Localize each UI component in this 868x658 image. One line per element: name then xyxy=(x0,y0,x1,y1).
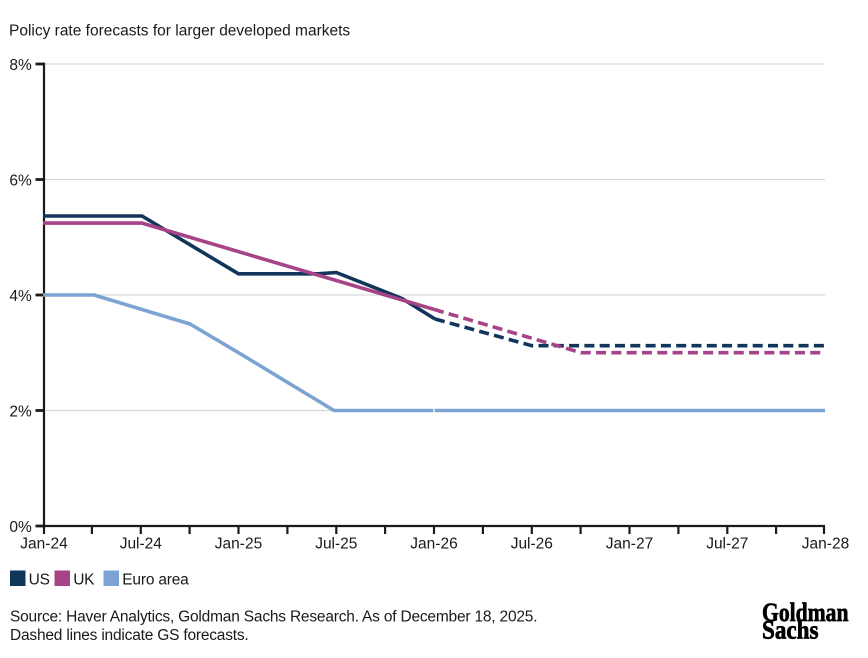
svg-text:Sachs: Sachs xyxy=(762,616,819,645)
svg-text:Jul-26: Jul-26 xyxy=(511,536,553,553)
svg-text:Policy rate forecasts for larg: Policy rate forecasts for larger develop… xyxy=(9,23,350,40)
svg-text:US: US xyxy=(29,571,50,588)
svg-text:0%: 0% xyxy=(9,519,32,536)
svg-text:4%: 4% xyxy=(9,288,32,305)
svg-text:Jan-27: Jan-27 xyxy=(606,536,653,553)
svg-text:Jul-25: Jul-25 xyxy=(315,536,357,553)
svg-text:Jan-25: Jan-25 xyxy=(215,536,262,553)
svg-text:Jul-24: Jul-24 xyxy=(120,536,163,553)
svg-text:Jul-27: Jul-27 xyxy=(706,536,748,553)
svg-text:Source: Haver Analytics, Goldm: Source: Haver Analytics, Goldman Sachs R… xyxy=(10,608,537,625)
svg-text:2%: 2% xyxy=(9,403,32,420)
svg-text:Euro area: Euro area xyxy=(122,571,189,588)
svg-text:UK: UK xyxy=(73,571,95,588)
svg-text:Dashed lines indicate GS forec: Dashed lines indicate GS forecasts. xyxy=(10,627,249,644)
svg-text:Goldman: Goldman xyxy=(762,598,849,627)
svg-text:Jan-28: Jan-28 xyxy=(802,536,849,553)
svg-text:Jan-26: Jan-26 xyxy=(410,536,457,553)
svg-text:8%: 8% xyxy=(9,57,32,74)
svg-text:6%: 6% xyxy=(9,172,32,189)
svg-text:Jan-24: Jan-24 xyxy=(20,536,68,553)
